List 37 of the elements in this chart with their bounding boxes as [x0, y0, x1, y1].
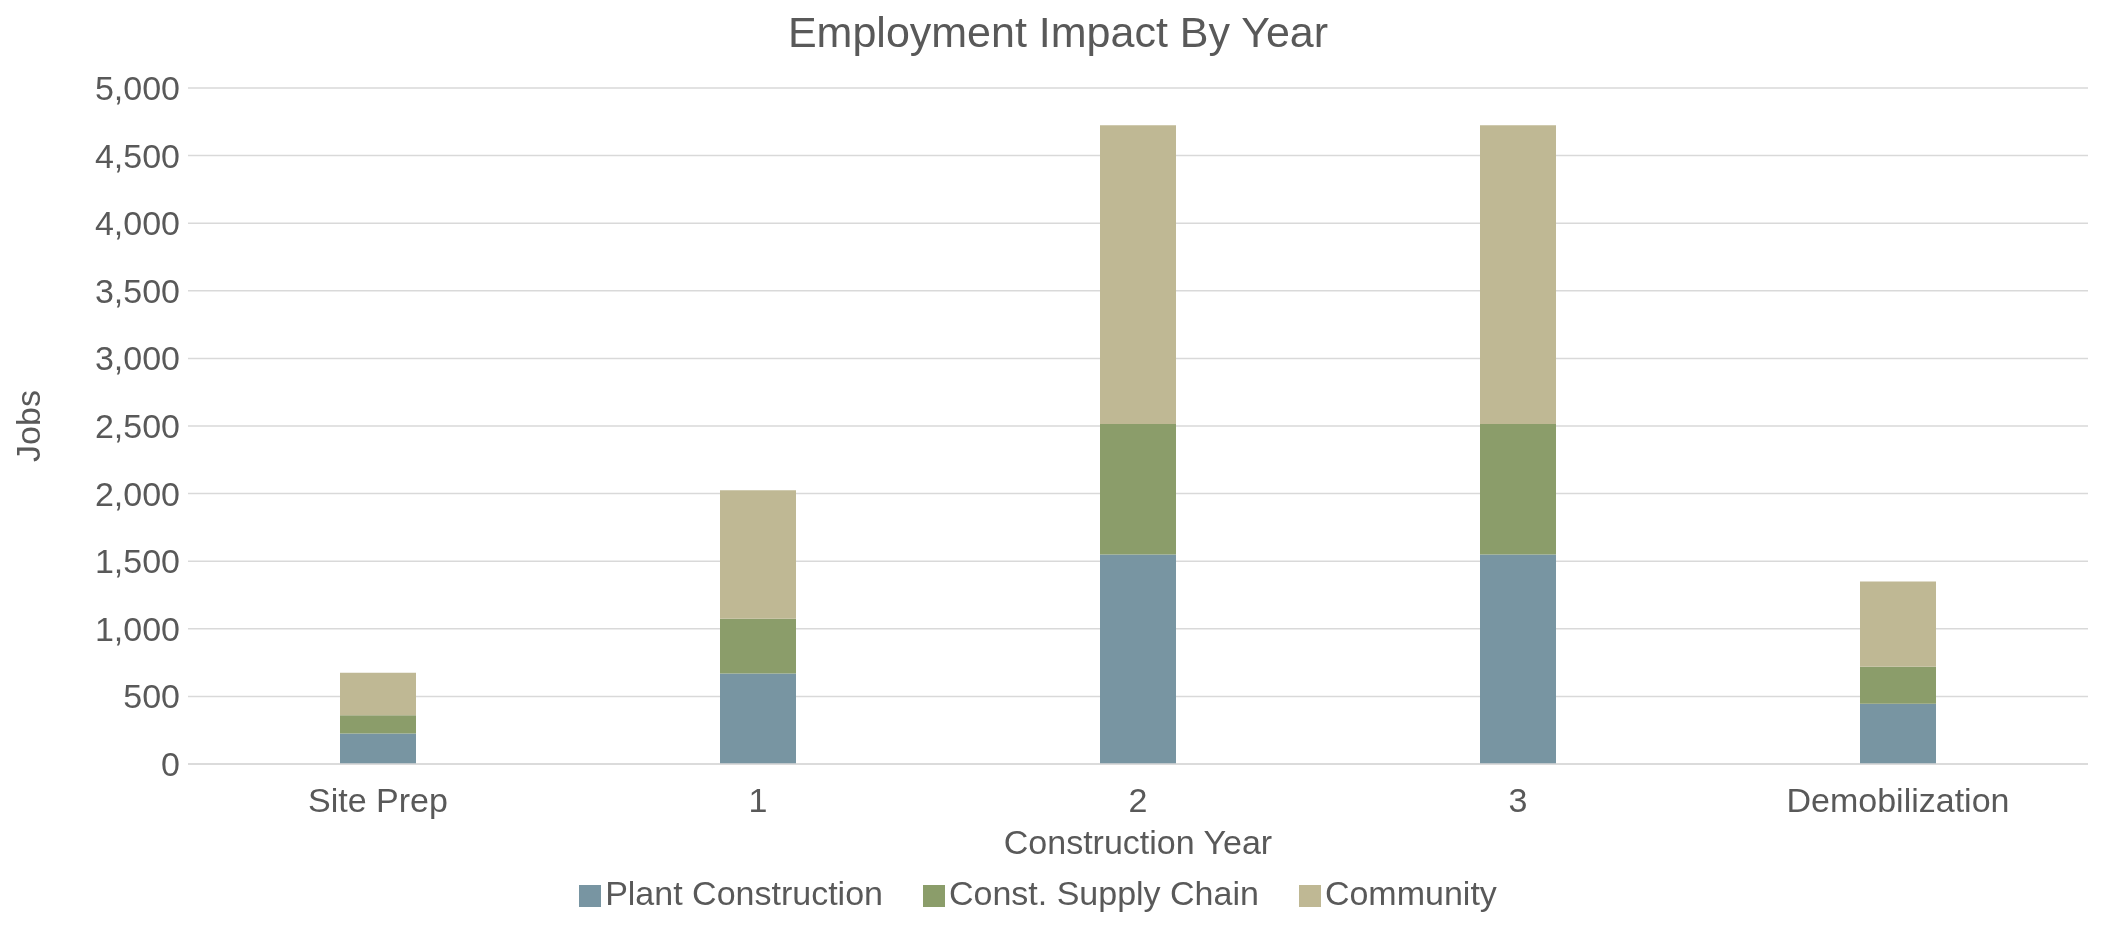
legend-label: Plant Construction: [605, 874, 883, 912]
x-tick-label: Demobilization: [1786, 781, 2010, 820]
y-tick-label: 4,500: [94, 136, 180, 175]
bar: [1480, 554, 1556, 764]
bar: [340, 733, 416, 764]
y-tick-label: 0: [161, 745, 180, 784]
x-tick-label: 3: [1508, 781, 1528, 820]
y-tick-label: 500: [123, 677, 180, 716]
bar: [720, 673, 796, 764]
bar: [340, 715, 416, 734]
bar: [1860, 703, 1936, 764]
bar: [720, 490, 796, 619]
y-tick-label: 4,000: [94, 204, 180, 243]
y-tick-label: 3,000: [94, 339, 180, 378]
chart-title: Employment Impact By Year: [786, 8, 1330, 57]
bar: [1480, 423, 1556, 555]
y-tick-label: 5,000: [94, 69, 180, 108]
bar: [1100, 423, 1176, 555]
bar: [1860, 666, 1936, 704]
bar: [1100, 554, 1176, 764]
x-tick-label: 1: [748, 781, 768, 820]
bar: [720, 618, 796, 674]
legend-label: Const. Supply Chain: [948, 874, 1259, 912]
y-tick-label: 3,500: [94, 271, 180, 310]
y-tick-label: 1,000: [94, 609, 180, 648]
y-axis-title: Jobs: [9, 390, 48, 462]
x-axis-title: Construction Year: [1003, 823, 1273, 861]
bar: [1480, 125, 1556, 424]
bar: [1860, 581, 1936, 667]
bar: [340, 672, 416, 716]
legend-label: Community: [1324, 874, 1497, 912]
y-tick-label: 2,500: [94, 407, 180, 446]
x-tick-label: 2: [1128, 781, 1148, 820]
x-tick-label: Site Prep: [308, 781, 448, 820]
y-tick-label: 2,000: [94, 474, 180, 513]
bar: [1100, 125, 1176, 424]
y-tick-label: 1,500: [94, 542, 180, 581]
